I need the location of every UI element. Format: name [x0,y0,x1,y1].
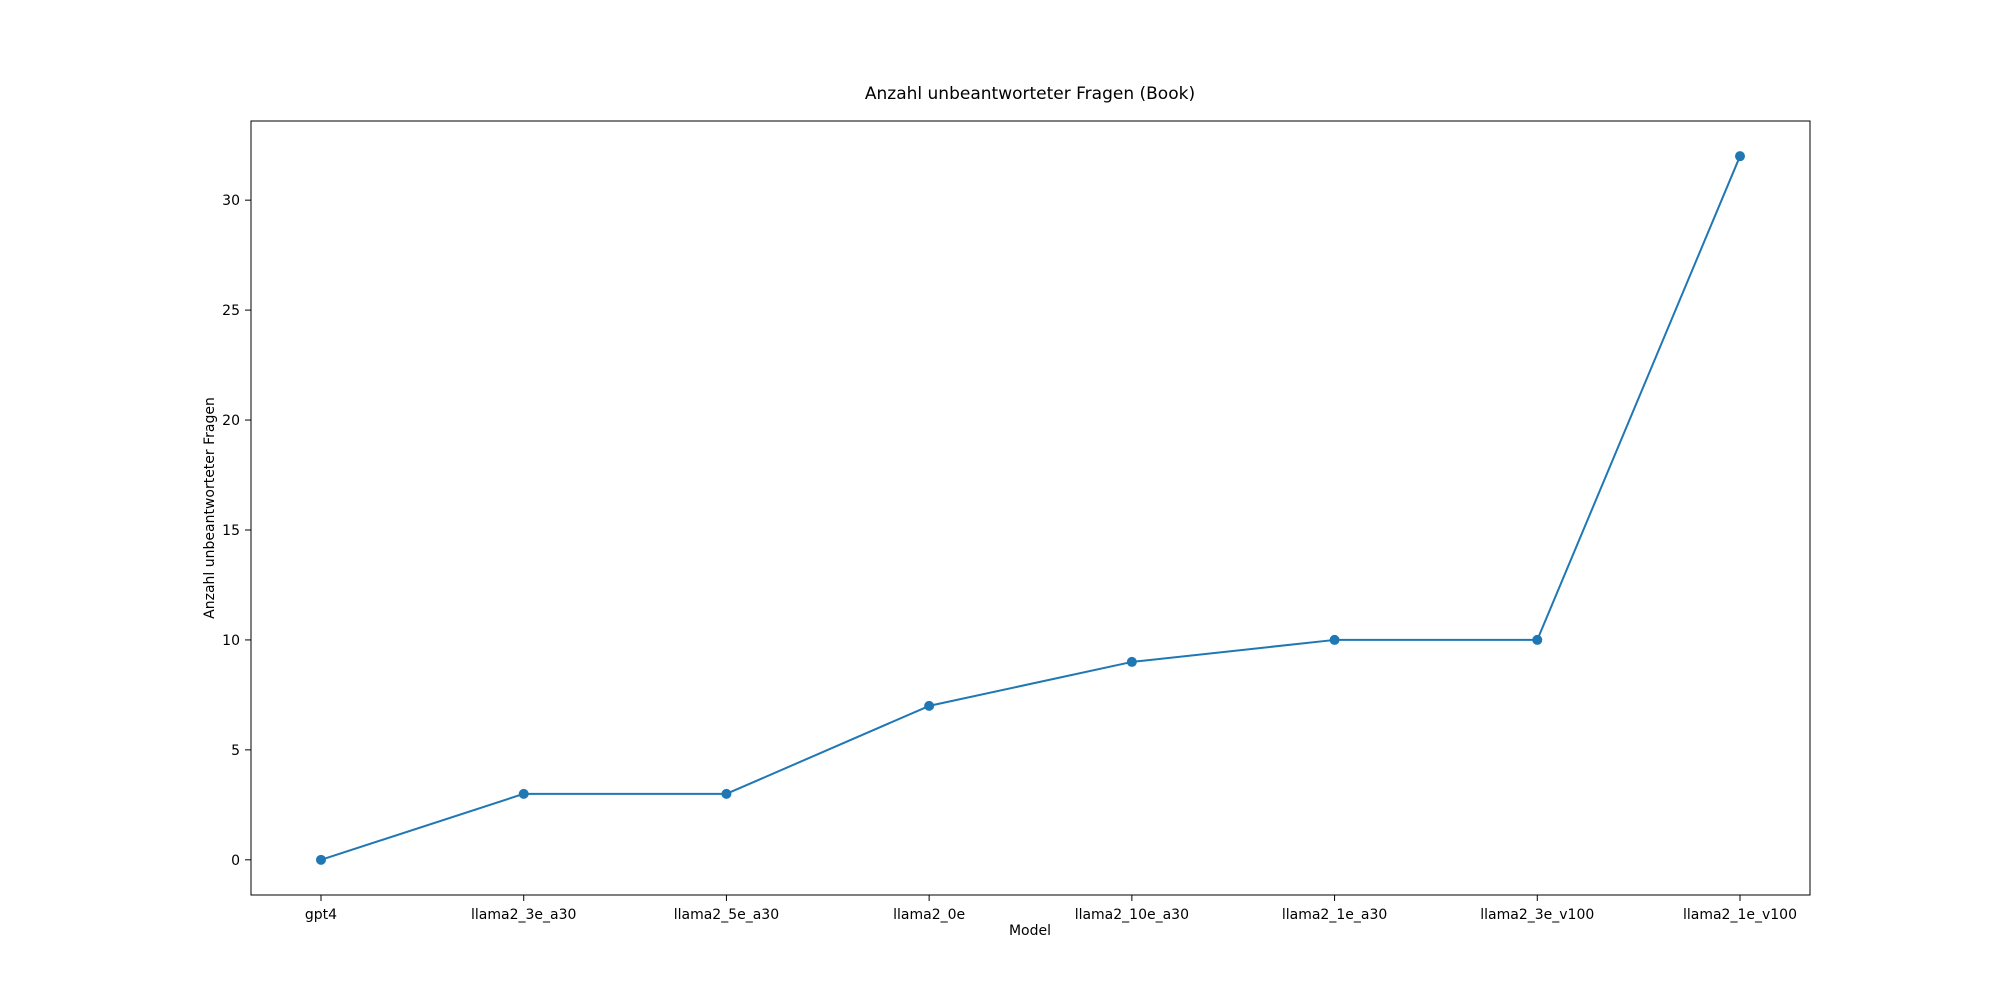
y-axis: 0 5 10 15 20 25 30 [222,193,251,869]
plot-area-frame [250,120,1811,896]
y-tick-label: 0 [231,853,240,869]
data-point [721,788,732,799]
y-tick-label: 20 [222,413,240,429]
x-tick-label: llama2_0e [893,907,965,923]
data-point [316,854,326,865]
x-tick-label: llama2_5e_a30 [674,907,779,923]
x-axis: gpt4 llama2_3e_a30 llama2_5e_a30 llama2_0e l… [305,895,1797,923]
x-tick-label: llama2_1e_v100 [1683,907,1797,923]
y-tick-label: 30 [222,193,240,209]
y-tick-label: 15 [222,523,240,539]
x-tick-label: llama2_3e_a30 [471,907,576,923]
y-tick-label: 10 [222,633,240,649]
series-line [320,155,1741,861]
y-axis-label: Anzahl unbeantworteter Fragen [202,397,218,619]
series-line-group [316,151,1745,865]
y-tick-label: 25 [222,303,240,319]
data-point [1329,634,1340,645]
chart-title: Anzahl unbeantworteter Fragen (Book) [865,84,1195,104]
data-point [518,788,529,799]
x-axis-label: Model [1009,923,1051,939]
data-point [1126,656,1137,667]
data-point [1735,151,1745,162]
x-tick-label: llama2_1e_a30 [1282,907,1387,923]
data-point [924,700,935,711]
x-tick-label: gpt4 [305,907,337,923]
x-tick-label: llama2_10e_a30 [1075,907,1189,923]
y-tick-label: 5 [231,743,240,759]
data-point [1532,634,1543,645]
x-tick-label: llama2_3e_v100 [1480,907,1594,923]
